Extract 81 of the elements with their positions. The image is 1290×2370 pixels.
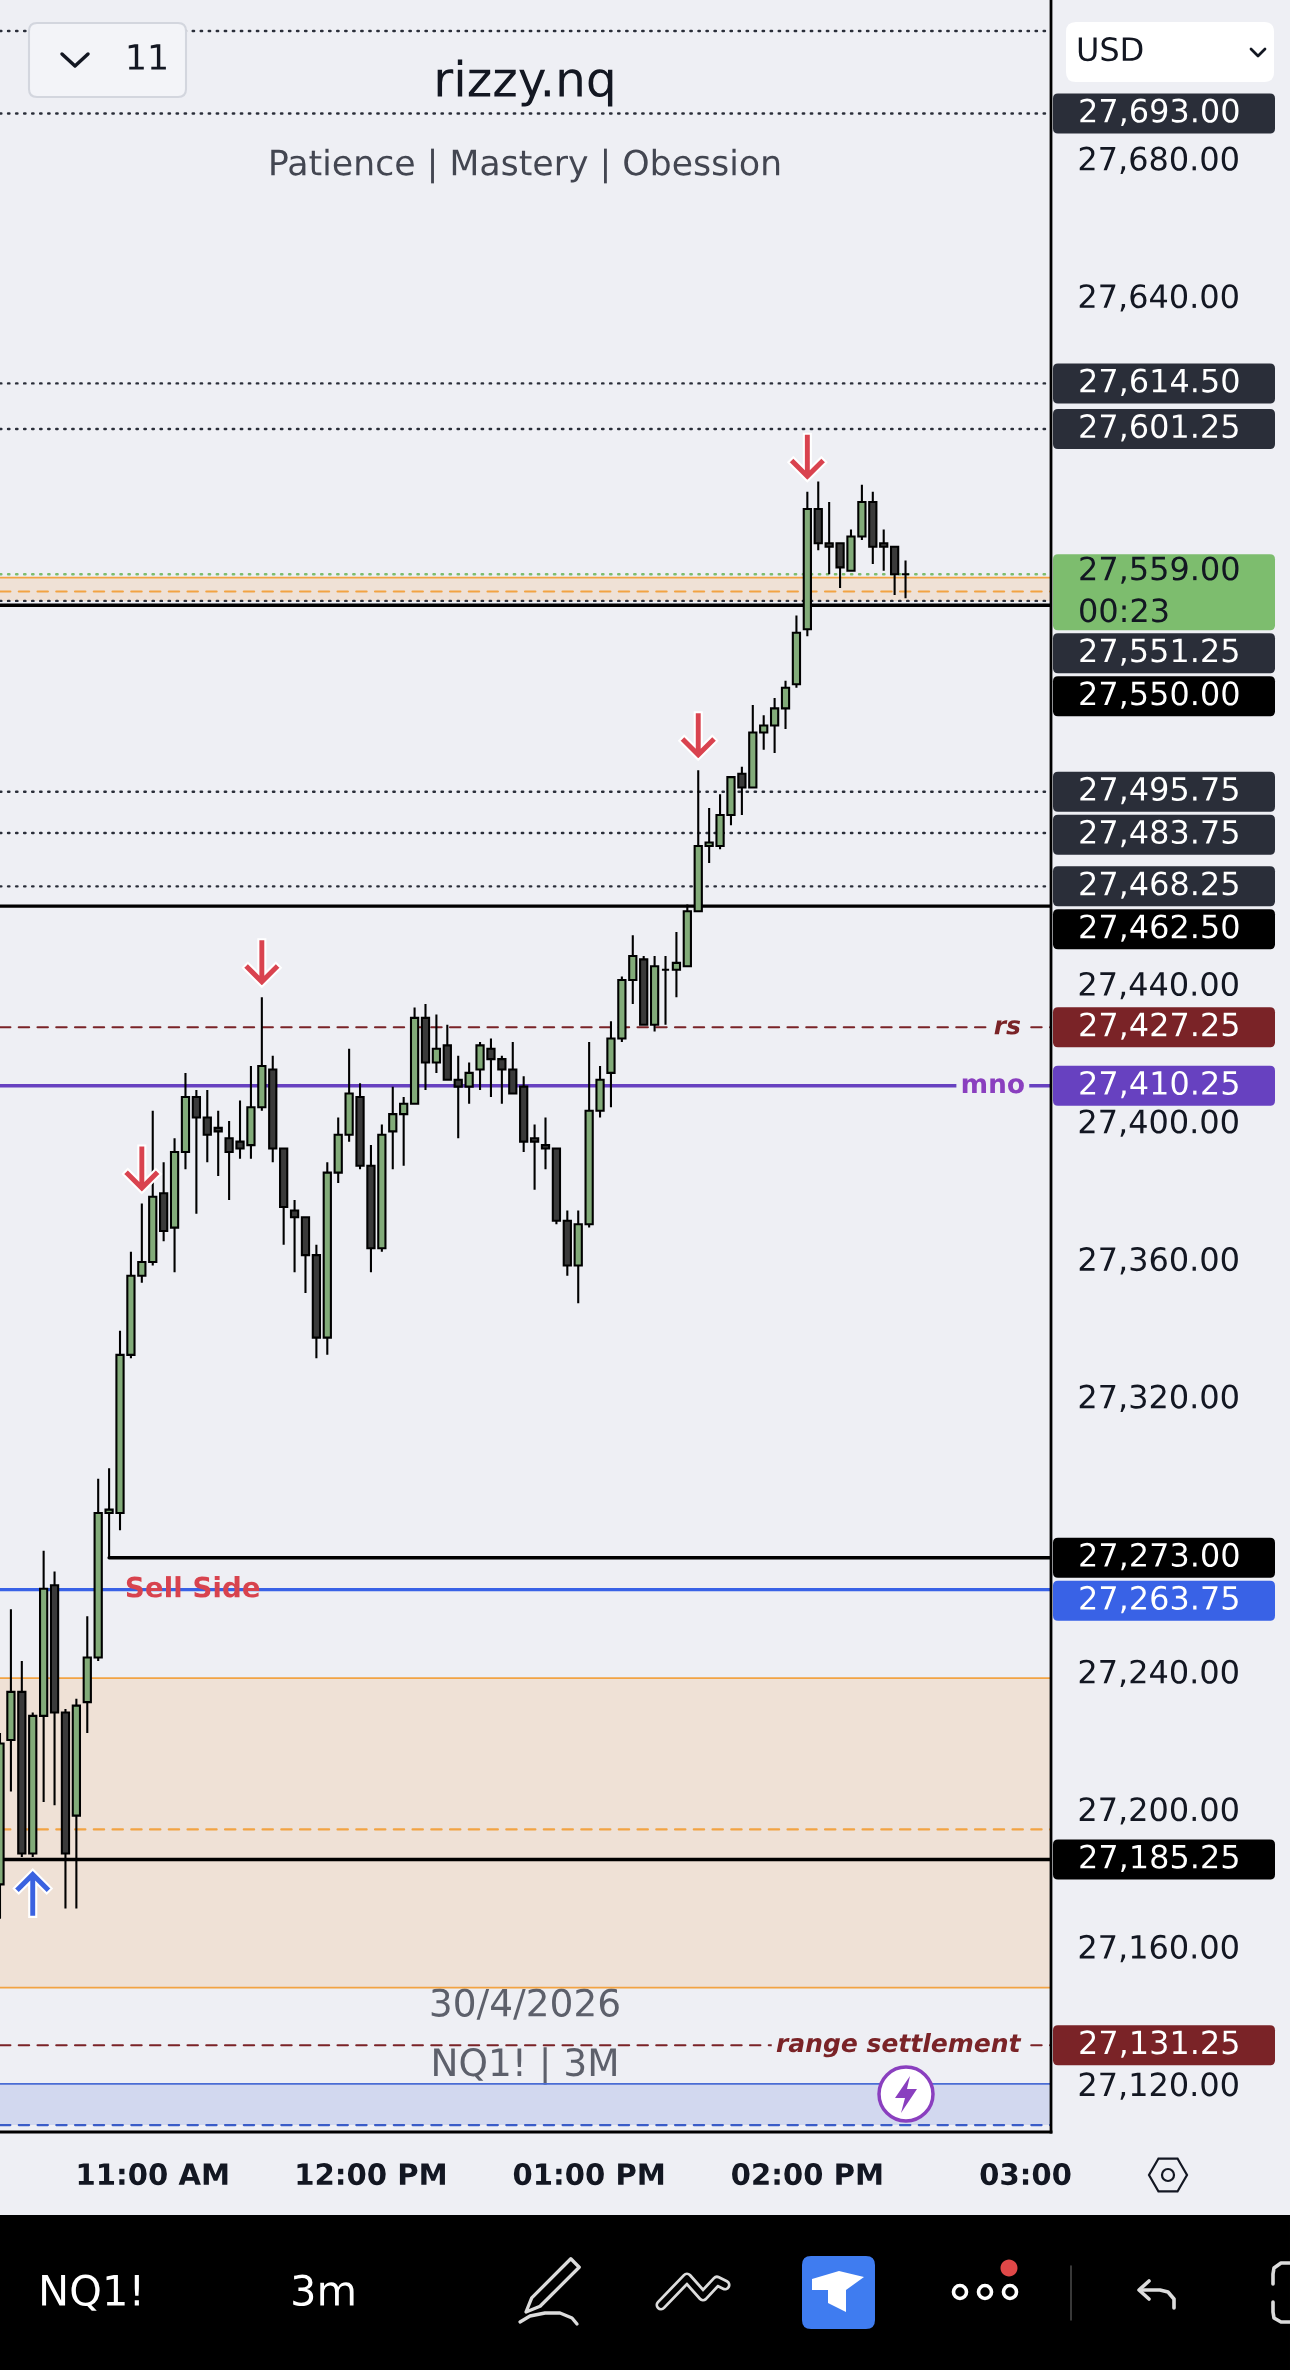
candlestick	[191, 1089, 202, 1215]
y-tick-label: 27,240.00	[1079, 1659, 1238, 1688]
candlestick	[180, 1071, 191, 1171]
candlestick	[311, 1243, 322, 1360]
candlestick	[279, 1147, 289, 1246]
candlestick	[879, 528, 889, 572]
ref-line-label: 27,468.25	[1080, 871, 1238, 899]
y-tick-label: 27,120.00	[1079, 2072, 1238, 2100]
y-tick-label: 27,440.00	[1079, 971, 1238, 1000]
candlestick	[420, 1003, 431, 1092]
y-tick-label: 27,640.00	[1079, 284, 1238, 312]
y-tick-label: 27,360.00	[1079, 1247, 1238, 1275]
ref-line-label: 27,483.75	[1080, 819, 1238, 848]
annotation: 30/4/2026	[431, 1988, 619, 2020]
ref-line-label: 27,462.50	[1080, 914, 1239, 942]
ref-line-label: 27,427.25	[1080, 1012, 1238, 1040]
y-tick-label: 27,160.00	[1079, 1934, 1238, 1963]
ref-line-label: 27,559.00 00:23	[1080, 556, 1239, 623]
candlestick	[519, 1075, 529, 1154]
candlestick	[442, 1023, 452, 1081]
candlestick	[889, 545, 900, 596]
candlestick	[562, 1209, 572, 1277]
ref-line-label: 27,495.75	[1080, 776, 1238, 805]
text: rizzy.nq	[437, 59, 613, 107]
x-tick-label: 01:00 PM	[513, 2163, 664, 2186]
candlestick	[671, 930, 682, 999]
candlestick	[791, 614, 802, 689]
candlestick	[660, 954, 671, 1026]
annotation: NQ1! | 3M	[434, 2047, 616, 2085]
candlestick	[780, 679, 791, 731]
candlestick	[649, 954, 660, 1033]
ref-line-label: 27,131.25	[1080, 2030, 1238, 2058]
text: USD	[1078, 37, 1143, 62]
y-tick-label: 27,200.00	[1079, 1797, 1238, 1825]
candlestick	[551, 1147, 562, 1226]
candlestick	[813, 480, 823, 552]
candlestick	[759, 714, 769, 751]
annotation: 11	[128, 44, 166, 70]
candlestick	[900, 559, 911, 600]
series-label: 27,273.00	[1080, 1542, 1239, 1571]
candlestick	[300, 1216, 311, 1294]
x-tick-label: 11:00 AM	[78, 2163, 228, 2186]
ref-line-label: 27,185.25	[1080, 1844, 1238, 1873]
x-tick-label: 03:00	[980, 2163, 1071, 2186]
candlestick	[213, 1109, 223, 1178]
candlestick	[268, 1054, 278, 1164]
y-tick-label: 27,320.00	[1079, 1384, 1238, 1412]
candlestick	[529, 1123, 540, 1191]
candlestick	[148, 1109, 158, 1267]
candlestick	[202, 1089, 212, 1164]
annotation: rs	[994, 1020, 1021, 1035]
candlestick	[540, 1116, 551, 1171]
y-tick-label: 27,400.00	[1079, 1109, 1238, 1137]
ref-line-label: 27,550.00	[1080, 681, 1239, 709]
candlestick	[82, 1615, 92, 1735]
text: NQ1!	[42, 2274, 139, 2311]
ref-line-label: 27,601.25	[1080, 414, 1238, 442]
text: 3m	[293, 2274, 354, 2307]
candlestick	[322, 1161, 332, 1356]
annotation: mno	[962, 1078, 1024, 1094]
annotation: range settlement	[776, 2032, 1022, 2058]
x-tick-label: 02:00 PM	[732, 2163, 882, 2186]
candlestick	[49, 1570, 60, 1807]
candlestick	[159, 1161, 169, 1243]
candlestick	[388, 1085, 398, 1171]
candlestick	[289, 1199, 300, 1274]
ref-line-label: 27,263.75	[1080, 1585, 1238, 1614]
y-tick-label: 27,680.00	[1079, 146, 1238, 175]
ref-line-label: 27,410.25	[1080, 1070, 1238, 1099]
candlestick	[409, 1006, 420, 1105]
candlestick	[399, 1095, 409, 1167]
candlestick	[169, 1137, 180, 1274]
ref-line-label: 27,551.25	[1080, 638, 1238, 666]
x-tick-label: 12:00 PM	[297, 2163, 445, 2186]
candlestick	[769, 697, 780, 755]
candlestick	[639, 954, 649, 1026]
candlestick	[39, 1549, 49, 1803]
ref-line-label: 27,614.50	[1080, 368, 1239, 396]
text: Patience | Mastery | Obession	[271, 148, 780, 184]
ref-line-label: 27,693.00	[1080, 98, 1239, 127]
candlestick	[431, 1013, 442, 1074]
